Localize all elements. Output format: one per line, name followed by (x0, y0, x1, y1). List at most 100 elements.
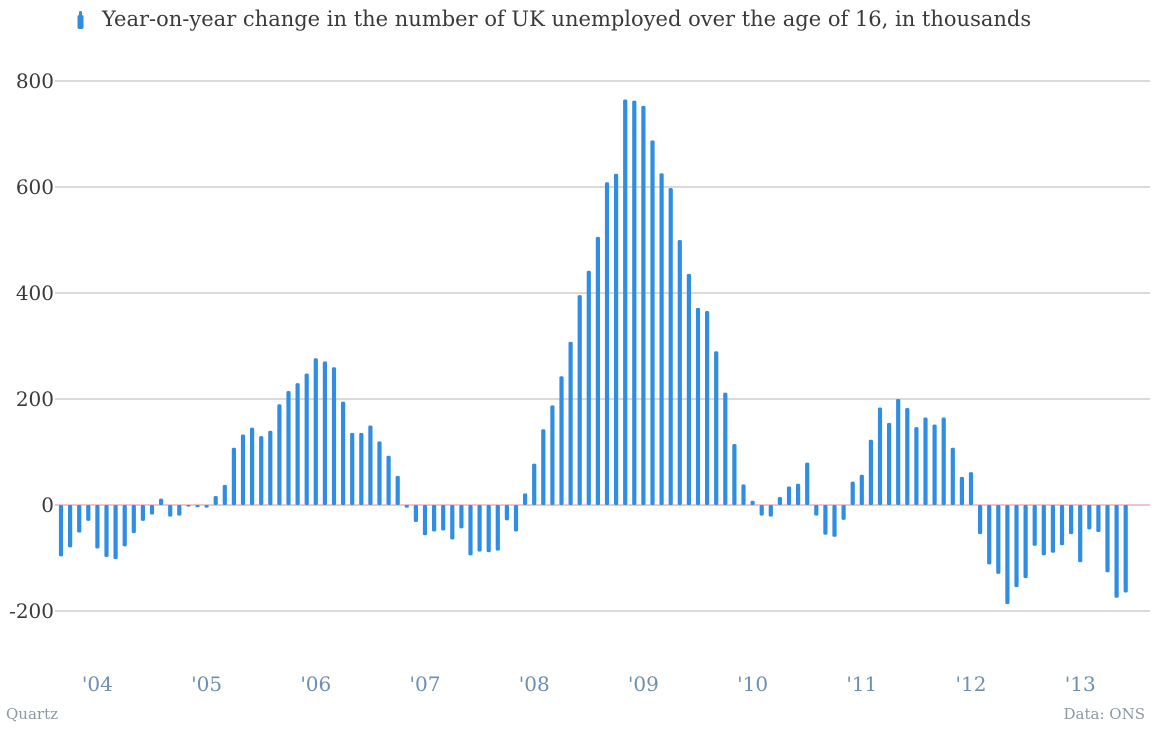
bar (1105, 505, 1110, 573)
bar (614, 173, 619, 505)
bar (604, 182, 610, 506)
bar (568, 341, 573, 505)
bar (131, 505, 136, 534)
x-tick-label: '08 (519, 672, 550, 696)
bar (149, 505, 155, 515)
bar (77, 505, 82, 533)
bar (459, 505, 464, 529)
bar (441, 505, 446, 531)
bar (796, 483, 801, 505)
bar (1123, 505, 1128, 593)
bar (341, 401, 346, 505)
bar (905, 408, 910, 505)
bar (68, 505, 73, 548)
bar (295, 383, 300, 505)
x-tick-label: '04 (82, 672, 113, 696)
bar (368, 425, 373, 505)
bar (632, 100, 637, 506)
bar (386, 455, 391, 505)
bar (250, 427, 255, 505)
bar (850, 481, 855, 505)
bar (395, 475, 400, 505)
y-tick-label: 400 (16, 281, 54, 305)
y-tick-label: -200 (9, 599, 54, 623)
bar (313, 358, 318, 505)
bar (832, 505, 837, 537)
bar (877, 407, 883, 505)
gridlines (55, 80, 1150, 612)
bar (350, 432, 355, 505)
bar (959, 476, 964, 505)
bar (1069, 505, 1074, 535)
bar (695, 307, 701, 505)
bar (331, 367, 337, 505)
y-tick-label: 200 (16, 387, 54, 411)
bar (750, 500, 755, 505)
bar-icon (77, 11, 84, 29)
bar (996, 505, 1001, 574)
x-tick-label: '09 (628, 672, 659, 696)
bar (586, 270, 591, 505)
x-tick-label: '10 (737, 672, 768, 696)
bar (1114, 505, 1119, 598)
bar (759, 505, 764, 516)
bar (705, 311, 710, 505)
bar (404, 505, 409, 508)
bar (968, 472, 974, 505)
bar (668, 188, 673, 505)
bar (359, 432, 364, 505)
bar (259, 436, 264, 505)
bar (159, 498, 164, 505)
bar (168, 505, 173, 517)
bar (286, 391, 291, 505)
x-tick-label: '13 (1065, 672, 1096, 696)
bar (304, 373, 309, 505)
bar (723, 392, 728, 505)
bar (814, 505, 819, 516)
bar (504, 505, 509, 521)
bar (923, 417, 928, 505)
bar (450, 505, 455, 540)
bar (1041, 505, 1046, 556)
bar (887, 422, 892, 505)
bar (623, 99, 628, 506)
bar (1087, 505, 1092, 530)
x-tick-label: '06 (300, 672, 331, 696)
bar (523, 493, 528, 505)
bar (513, 505, 519, 532)
y-tick-label: 800 (16, 69, 54, 93)
bar (195, 505, 200, 508)
bar (1032, 505, 1037, 546)
bar (1059, 505, 1065, 546)
y-axis-labels: -200 0 200 400 600 800 (9, 69, 54, 623)
bar (231, 447, 236, 505)
bar (650, 140, 655, 506)
bar (550, 405, 555, 505)
bar (322, 361, 327, 505)
bar (559, 376, 564, 505)
bar (732, 444, 737, 505)
bar (58, 505, 64, 557)
bar (268, 430, 273, 505)
bar (978, 505, 983, 535)
bar (805, 462, 810, 505)
x-axis-labels: '04 '05 '06 '07 '08 '09 '10 '11 '12 '13 (82, 672, 1096, 696)
bar (468, 505, 473, 556)
bar (186, 505, 191, 507)
bar (777, 497, 782, 505)
data-source: Data: ONS (1063, 705, 1145, 723)
bar (595, 236, 600, 505)
bar (577, 295, 582, 505)
bar (786, 486, 792, 505)
bar (177, 505, 182, 516)
legend-label: Year-on-year change in the number of UK … (102, 7, 1032, 31)
bar (495, 505, 500, 551)
legend: Year-on-year change in the number of UK … (76, 4, 1031, 34)
bar (859, 474, 864, 505)
bar (987, 505, 992, 565)
bar (432, 505, 437, 532)
bar (541, 429, 546, 505)
bar (1005, 505, 1010, 605)
bar (240, 434, 246, 505)
